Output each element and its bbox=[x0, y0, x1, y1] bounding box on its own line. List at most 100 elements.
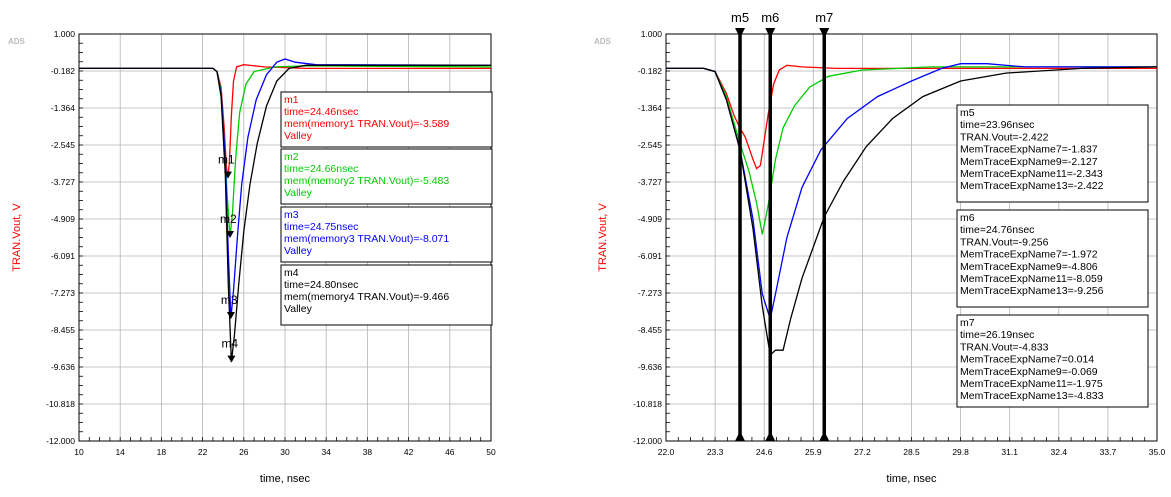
marker-readout-line: time=24.76nsec bbox=[960, 224, 1034, 236]
y-tick-label: -10.818 bbox=[633, 399, 662, 409]
x-tick-label: 10 bbox=[74, 447, 84, 457]
marker-readout-line: Valley bbox=[284, 245, 313, 257]
watermark-label: ADS bbox=[8, 37, 26, 46]
marker-readout-line: mem(memory4 TRAN.Vout)=-9.466 bbox=[284, 291, 449, 303]
x-tick-label: 23.3 bbox=[707, 447, 724, 457]
marker-label-m1: m1 bbox=[218, 153, 235, 167]
marker-top-arrow-m6 bbox=[765, 28, 776, 38]
y-tick-label: -3.727 bbox=[638, 177, 662, 187]
marker-readout-line: MemTraceExpName9=-0.069 bbox=[960, 366, 1098, 378]
x-tick-label: 22 bbox=[198, 447, 208, 457]
marker-arrow-m1 bbox=[223, 171, 232, 179]
x-tick-label: 32.4 bbox=[1051, 447, 1068, 457]
marker-readout-line: Valley bbox=[284, 303, 313, 315]
marker-readout-box bbox=[280, 148, 493, 205]
marker-readout-box bbox=[280, 264, 493, 326]
marker-label-m6: m6 bbox=[761, 10, 779, 25]
x-tick-label: 46 bbox=[445, 447, 455, 457]
y-tick-label: -12.000 bbox=[46, 436, 75, 446]
marker-readout-line: TRAN.Vout=-9.256 bbox=[960, 236, 1049, 248]
marker-arrow-m3 bbox=[226, 311, 235, 319]
x-tick-label: 34 bbox=[321, 447, 331, 457]
marker-readout-line: time=24.46nsec bbox=[284, 106, 358, 118]
marker-readout-box bbox=[280, 206, 493, 263]
marker-label-m2: m2 bbox=[220, 212, 237, 226]
y-tick-label: -6.091 bbox=[51, 251, 75, 261]
x-tick-label: 22.0 bbox=[658, 447, 675, 457]
marker-readout-line: MemTraceExpName7=0.014 bbox=[960, 354, 1094, 366]
x-tick-label: 14 bbox=[115, 447, 125, 457]
marker-readout-line: mem(memory3 TRAN.Vout)=-8.071 bbox=[284, 233, 449, 245]
x-axis-label: time, nsec bbox=[886, 473, 937, 485]
y-tick-label: -0.182 bbox=[638, 66, 662, 76]
y-tick-label: -9.636 bbox=[638, 362, 662, 372]
right-chart: ADS 1.000 -0.182 -1.364 -2.545 -3.727 -4.909 -6… bbox=[594, 10, 1166, 485]
marker-readout-line: time=24.66nsec bbox=[284, 163, 358, 175]
x-tick-label: 50 bbox=[486, 447, 496, 457]
y-tick-label: 1.000 bbox=[54, 29, 76, 39]
y-tick-label: -7.273 bbox=[51, 288, 75, 298]
marker-label-m5: m5 bbox=[731, 10, 749, 25]
marker-readout-line: mem(memory1 TRAN.Vout)=-3.589 bbox=[284, 118, 449, 130]
marker-readout-line: m4 bbox=[284, 267, 299, 279]
series-line-4 bbox=[666, 66, 1158, 357]
y-tick-label: -12.000 bbox=[633, 436, 662, 446]
y-tick-label: -0.182 bbox=[51, 66, 75, 76]
marker-arrow-m4 bbox=[227, 355, 236, 363]
x-tick-label: 28.5 bbox=[903, 447, 920, 457]
x-tick-label: 33.7 bbox=[1100, 447, 1117, 457]
y-axis-label: TRAN.Vout, V bbox=[11, 203, 23, 272]
y-tick-label: -4.909 bbox=[638, 214, 662, 224]
left-chart: ADS 1.000 -0.182 -1.364 -2.545 -3.727 -4.909 -6… bbox=[8, 29, 496, 485]
plot-frame bbox=[665, 33, 1158, 442]
marker-readout-line: m6 bbox=[960, 212, 975, 224]
series-line-4 bbox=[79, 64, 491, 362]
marker-readout-line: MemTraceExpName9=-4.806 bbox=[960, 261, 1098, 273]
marker-readout-line: time=26.19nsec bbox=[960, 329, 1034, 341]
marker-readout-box bbox=[956, 314, 1149, 408]
marker-readout-line: MemTraceExpName11=-1.975 bbox=[960, 378, 1103, 390]
x-tick-label: 24.6 bbox=[756, 447, 773, 457]
marker-readout-line: MemTraceExpName11=-8.059 bbox=[960, 273, 1103, 285]
y-tick-label: -9.636 bbox=[51, 362, 75, 372]
watermark-label: ADS bbox=[594, 37, 612, 46]
x-tick-label: 25.9 bbox=[805, 447, 822, 457]
y-tick-label: -2.545 bbox=[638, 140, 662, 150]
marker-readout-line: time=23.96nsec bbox=[960, 119, 1034, 131]
marker-bottom-arrow-m5 bbox=[735, 431, 746, 441]
marker-label-m3: m3 bbox=[221, 293, 238, 307]
marker-readout-line: m1 bbox=[284, 94, 299, 106]
marker-readout-line: MemTraceExpName13=-4.833 bbox=[960, 390, 1104, 402]
marker-readout-line: time=24.80nsec bbox=[284, 279, 358, 291]
marker-readout-line: m3 bbox=[284, 209, 299, 221]
y-tick-label: -4.909 bbox=[51, 214, 75, 224]
y-tick-label: -2.545 bbox=[51, 140, 75, 150]
marker-arrow-m2 bbox=[225, 230, 234, 238]
marker-readout-line: MemTraceExpName13=-2.422 bbox=[960, 180, 1104, 192]
marker-readout-line: MemTraceExpName9=-2.127 bbox=[960, 156, 1098, 168]
y-tick-label: -8.455 bbox=[638, 325, 662, 335]
marker-readout-line: MemTraceExpName11=-2.343 bbox=[960, 168, 1103, 180]
marker-label-m7: m7 bbox=[815, 10, 833, 25]
x-tick-label: 38 bbox=[363, 447, 373, 457]
marker-readout-line: mem(memory2 TRAN.Vout)=-5.483 bbox=[284, 175, 449, 187]
x-axis-label: time, nsec bbox=[260, 473, 311, 485]
marker-readout-line: m5 bbox=[960, 107, 975, 119]
x-tick-label: 42 bbox=[404, 447, 414, 457]
x-tick-label: 26 bbox=[239, 447, 249, 457]
y-tick-label: -1.364 bbox=[51, 103, 75, 113]
marker-readout-box bbox=[956, 209, 1149, 308]
marker-readout-line: m2 bbox=[284, 151, 299, 163]
y-tick-label: 1.000 bbox=[641, 29, 663, 39]
y-tick-label: -6.091 bbox=[638, 251, 662, 261]
marker-label-m4: m4 bbox=[221, 337, 238, 351]
marker-readout-line: MemTraceExpName7=-1.837 bbox=[960, 144, 1098, 156]
y-tick-label: -10.818 bbox=[46, 399, 75, 409]
x-tick-label: 35.0 bbox=[1149, 447, 1166, 457]
x-tick-label: 18 bbox=[157, 447, 167, 457]
marker-bottom-arrow-m7 bbox=[819, 431, 830, 441]
marker-readout-line: time=24.75nsec bbox=[284, 221, 358, 233]
marker-readout-line: m7 bbox=[960, 317, 975, 329]
y-tick-label: -7.273 bbox=[638, 288, 662, 298]
